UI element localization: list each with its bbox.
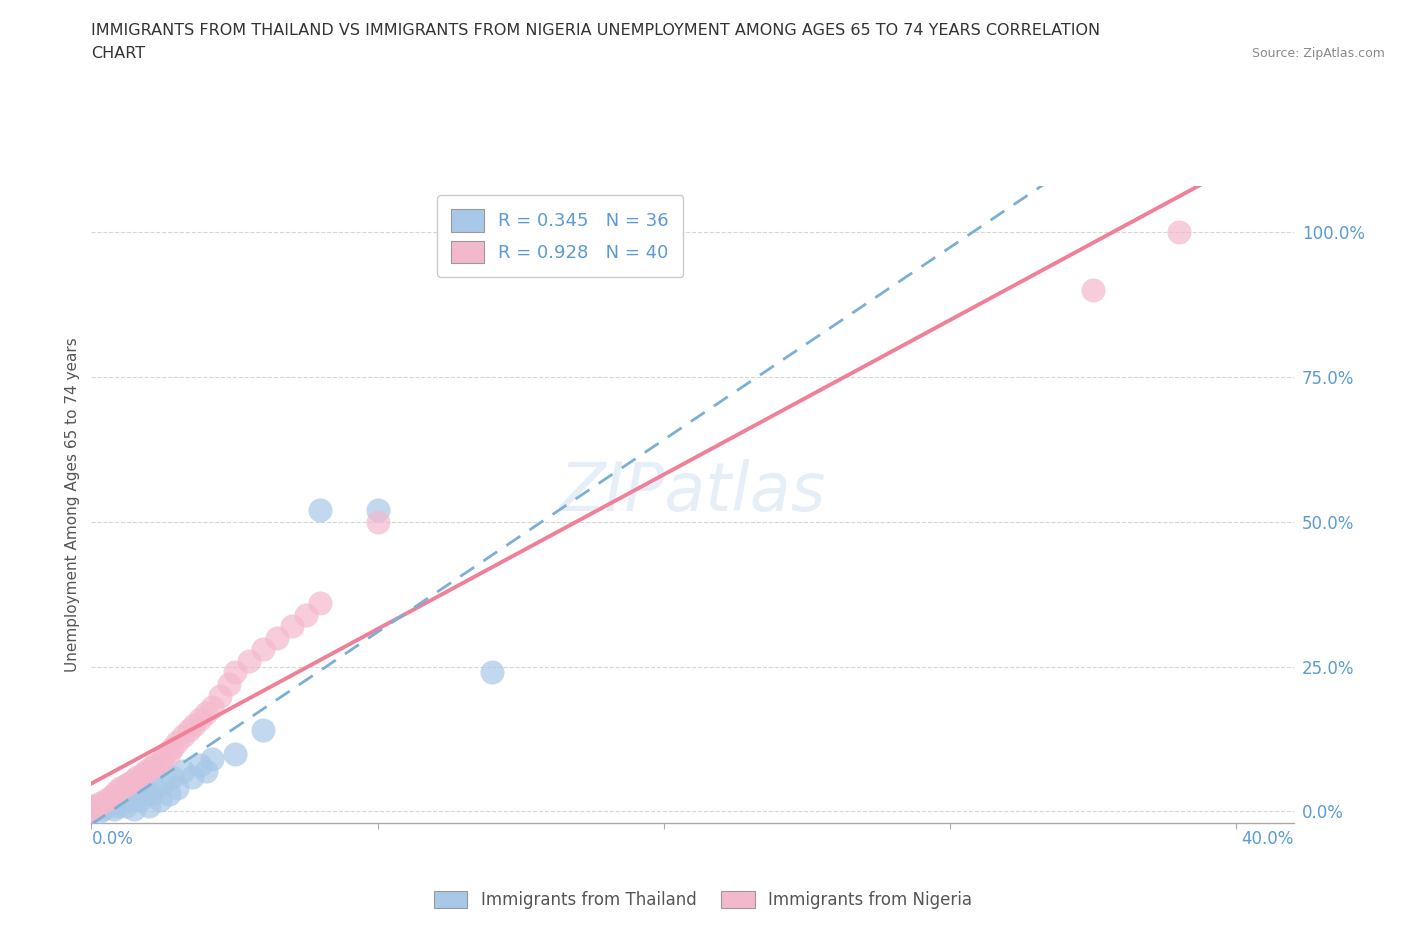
Point xyxy=(188,711,211,726)
Point xyxy=(89,795,111,810)
Point xyxy=(160,769,183,784)
Point xyxy=(91,801,114,816)
Point xyxy=(152,751,174,766)
Point xyxy=(94,795,117,810)
Legend: R = 0.345   N = 36, R = 0.928   N = 40: R = 0.345 N = 36, R = 0.928 N = 40 xyxy=(437,195,683,277)
Point xyxy=(124,772,146,787)
Point xyxy=(367,503,389,518)
Point xyxy=(124,801,146,816)
Point xyxy=(80,801,103,816)
Point xyxy=(281,618,304,633)
Point xyxy=(201,699,224,714)
Point xyxy=(89,804,111,819)
Point xyxy=(252,642,274,657)
Point xyxy=(209,688,232,703)
Point xyxy=(172,764,194,778)
Point xyxy=(143,781,166,796)
Point xyxy=(108,781,131,796)
Point xyxy=(309,595,332,610)
Point xyxy=(103,787,125,802)
Point xyxy=(129,792,152,807)
Point xyxy=(127,769,149,784)
Text: CHART: CHART xyxy=(91,46,145,61)
Point xyxy=(80,801,103,816)
Y-axis label: Unemployment Among Ages 65 to 74 years: Unemployment Among Ages 65 to 74 years xyxy=(65,338,80,671)
Point xyxy=(100,790,122,804)
Point xyxy=(108,792,131,807)
Point xyxy=(105,798,128,813)
Point xyxy=(86,798,108,813)
Point xyxy=(94,798,117,813)
Point xyxy=(157,787,180,802)
Point xyxy=(1081,283,1104,298)
Point xyxy=(180,769,202,784)
Point xyxy=(172,729,194,744)
Point xyxy=(143,758,166,773)
Point xyxy=(114,778,136,793)
Point xyxy=(201,751,224,766)
Point xyxy=(309,503,332,518)
Point xyxy=(224,746,246,761)
Point xyxy=(117,775,139,790)
Text: IMMIGRANTS FROM THAILAND VS IMMIGRANTS FROM NIGERIA UNEMPLOYMENT AMONG AGES 65 T: IMMIGRANTS FROM THAILAND VS IMMIGRANTS F… xyxy=(91,23,1101,38)
Point xyxy=(124,787,146,802)
Point xyxy=(80,804,103,819)
Point xyxy=(108,795,131,810)
Point xyxy=(188,758,211,773)
Point xyxy=(218,677,240,692)
Point xyxy=(132,766,155,781)
Point xyxy=(177,723,200,737)
Point xyxy=(152,775,174,790)
Point xyxy=(117,792,139,807)
Point xyxy=(367,514,389,529)
Point xyxy=(100,792,122,807)
Point xyxy=(105,784,128,799)
Point xyxy=(266,631,288,645)
Text: Source: ZipAtlas.com: Source: ZipAtlas.com xyxy=(1251,46,1385,60)
Point xyxy=(114,798,136,813)
Point xyxy=(252,723,274,737)
Point xyxy=(80,798,103,813)
Point xyxy=(194,764,217,778)
Point xyxy=(141,761,163,776)
Text: ZIPatlas: ZIPatlas xyxy=(560,458,825,525)
Legend: Immigrants from Thailand, Immigrants from Nigeria: Immigrants from Thailand, Immigrants fro… xyxy=(426,883,980,917)
Point xyxy=(183,717,205,732)
Point xyxy=(160,740,183,755)
Point xyxy=(141,787,163,802)
Point xyxy=(238,654,260,669)
Point xyxy=(149,792,172,807)
Point xyxy=(157,746,180,761)
Point xyxy=(135,764,157,778)
Point xyxy=(166,735,188,750)
Point xyxy=(224,665,246,680)
Point xyxy=(194,706,217,721)
Point xyxy=(132,784,155,799)
Point xyxy=(80,804,103,819)
Point xyxy=(295,607,318,622)
Point xyxy=(94,792,117,807)
Point xyxy=(481,665,503,680)
Text: 0.0%: 0.0% xyxy=(91,830,134,847)
Point xyxy=(103,801,125,816)
Point xyxy=(149,755,172,770)
Point xyxy=(138,798,160,813)
Point xyxy=(166,781,188,796)
Text: 40.0%: 40.0% xyxy=(1241,830,1294,847)
Point xyxy=(1168,225,1191,240)
